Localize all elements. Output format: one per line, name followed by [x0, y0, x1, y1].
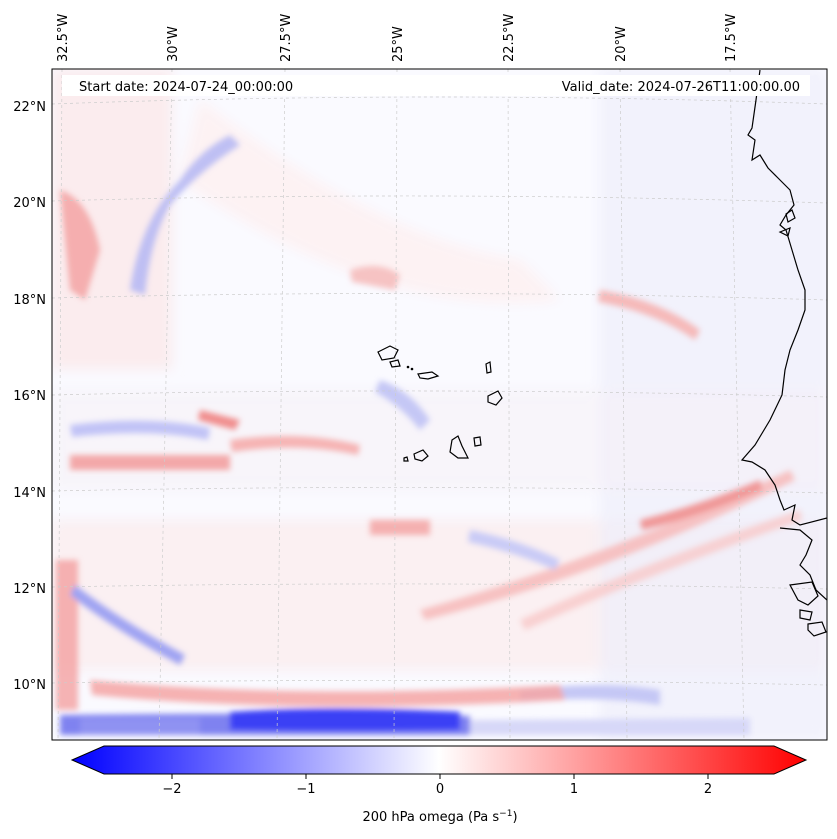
colorbar-tick-1: 1: [570, 782, 578, 797]
colorbar: −2 −1 0 1 2 200 hPa omega (Pa s−1): [70, 745, 808, 825]
island-sao-vicente: [389, 359, 401, 368]
island-maio: [473, 436, 482, 447]
coastlines: [740, 69, 827, 637]
omega-field: [52, 69, 827, 740]
lon-label-27-5w: 27.5°W: [279, 14, 294, 62]
lat-label-14n: 14°N: [13, 486, 46, 501]
map-panel: Start date: 2024-07-24_00:00:00 Valid_da…: [51, 68, 828, 741]
lat-label-22n: 22°N: [13, 100, 46, 115]
lon-label-22-5w: 22.5°W: [502, 14, 517, 62]
lon-label-25w: 25°W: [391, 26, 406, 62]
annotation-backdrop: [62, 75, 810, 96]
lat-label-10n: 10°N: [13, 678, 46, 693]
longitude-labels: 32.5°W 30°W 27.5°W 25°W 22.5°W 20°W 17.5…: [56, 14, 739, 62]
lat-label-16n: 16°N: [13, 389, 46, 404]
colorbar-ticks: [171, 774, 709, 779]
island-santo-antao: [377, 345, 399, 361]
colorbar-tick-neg2: −2: [162, 782, 181, 797]
valid-date-label: Valid_date: 2024-07-26T11:00:00.00: [562, 80, 800, 95]
island-sao-nicolau: [417, 371, 440, 380]
lon-label-17-5w: 17.5°W: [724, 14, 739, 62]
lat-label-20n: 20°N: [13, 196, 46, 211]
lon-label-32-5w: 32.5°W: [56, 14, 71, 62]
colorbar-label: 200 hPa omega (Pa s−1): [362, 809, 517, 825]
colorbar-tick-neg1: −1: [296, 782, 315, 797]
colorbar-tick-2: 2: [704, 782, 712, 797]
island-fogo: [413, 449, 429, 462]
colorbar-body: [70, 745, 808, 775]
map-frame: [51, 68, 828, 741]
island-brava: [403, 456, 409, 462]
island-santiago: [449, 435, 469, 459]
lon-label-20w: 20°W: [614, 26, 629, 62]
latitude-labels: 22°N 20°N 18°N 16°N 14°N 12°N 10°N: [13, 100, 46, 693]
graticule: [52, 69, 827, 740]
lon-label-30w: 30°W: [166, 26, 181, 62]
island-boa-vista: [487, 390, 503, 406]
start-date-label: Start date: 2024-07-24_00:00:00: [79, 80, 293, 95]
lat-label-12n: 12°N: [13, 582, 46, 597]
island-sal: [485, 361, 492, 374]
colorbar-tick-0: 0: [436, 782, 444, 797]
africa-coastline: [740, 69, 827, 526]
lat-label-18n: 18°N: [13, 293, 46, 308]
cape-verde-islands: [377, 345, 503, 462]
